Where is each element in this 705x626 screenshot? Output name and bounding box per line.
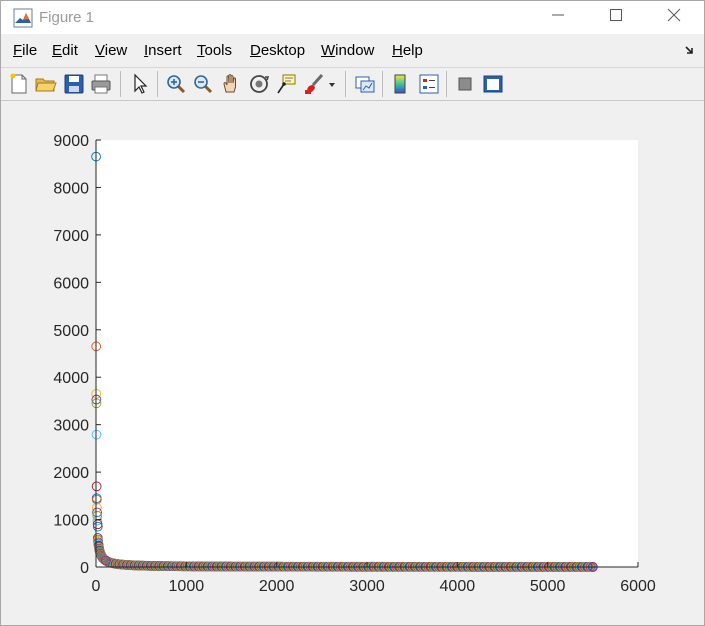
- menu-desktop[interactable]: Desktop: [250, 42, 305, 59]
- data-point: [92, 502, 102, 513]
- x-tick-label: 6000: [620, 578, 656, 595]
- y-tick-label: 6000: [53, 275, 89, 292]
- x-tick-label: 3000: [349, 578, 385, 595]
- minimize-button[interactable]: [529, 1, 587, 34]
- data-cursor-icon[interactable]: [274, 72, 298, 96]
- dock-figure-icon[interactable]: [684, 44, 696, 56]
- minimize-icon: [551, 8, 565, 27]
- menu-window-accel: W: [321, 42, 336, 59]
- close-icon: [667, 8, 681, 27]
- toolbar-separator: [382, 71, 383, 97]
- x-tick-label: 4000: [440, 578, 476, 595]
- y-tick-label: 5000: [53, 323, 89, 340]
- brush-icon[interactable]: [302, 72, 326, 96]
- maximize-button[interactable]: [587, 1, 645, 34]
- menu-help-label: elp: [402, 42, 423, 59]
- menu-help[interactable]: Help: [392, 42, 423, 59]
- menu-edit-accel: E: [52, 42, 63, 59]
- menu-insert-accel: I: [144, 42, 149, 59]
- x-tick-label: 1000: [169, 578, 205, 595]
- menu-help-accel: H: [392, 42, 403, 59]
- menu-file-label: ile: [22, 42, 38, 59]
- menu-insert[interactable]: Insert: [144, 42, 182, 59]
- rotate-3d-icon[interactable]: [247, 72, 271, 96]
- y-tick-label: 0: [80, 560, 89, 577]
- x-tick-label: 5000: [530, 578, 566, 595]
- zoom-out-icon[interactable]: [191, 72, 215, 96]
- data-point: [92, 507, 102, 518]
- menu-view-label: iew: [104, 42, 128, 59]
- menu-window-label: indow: [335, 42, 375, 59]
- x-tick-label: 0: [92, 578, 101, 595]
- axes-background: [96, 140, 638, 567]
- y-tick-label: 4000: [53, 370, 89, 387]
- y-tick-label: 3000: [53, 418, 89, 435]
- menu-edit-label: dit: [62, 42, 78, 59]
- colorbar-icon[interactable]: [389, 72, 413, 96]
- data-point: [91, 481, 102, 492]
- print-icon[interactable]: [89, 72, 113, 96]
- toolbar-separator: [345, 71, 346, 97]
- hide-plot-tools-icon[interactable]: [453, 72, 477, 96]
- window-title: Figure 1: [39, 9, 95, 26]
- menu-desktop-label: esktop: [260, 42, 306, 59]
- open-file-icon[interactable]: [34, 72, 58, 96]
- show-plot-tools-icon[interactable]: [481, 72, 505, 96]
- toolbar-separator: [157, 71, 158, 97]
- save-icon[interactable]: [62, 72, 86, 96]
- menu-file-accel: F: [13, 42, 23, 59]
- menu-file[interactable]: File: [13, 42, 37, 59]
- menu-desktop-accel: D: [250, 42, 261, 59]
- link-plot-icon[interactable]: [353, 72, 377, 96]
- menu-bar: File Edit View Insert Tools Desktop Wind…: [1, 39, 704, 63]
- close-button[interactable]: [645, 1, 703, 34]
- data-point: [92, 515, 103, 526]
- y-tick-label: 7000: [53, 228, 89, 245]
- menu-window[interactable]: Window: [321, 42, 374, 59]
- menu-edit[interactable]: Edit: [52, 42, 78, 59]
- toolbar-separator: [120, 71, 121, 97]
- x-tick-label: 2000: [259, 578, 295, 595]
- y-tick-label: 1000: [53, 513, 89, 530]
- edit-plot-icon[interactable]: [128, 72, 152, 96]
- scatter-plot[interactable]: 0 1000 2000 3000 4000 5000 6000 0 1000 2000 3000 40…: [5, 101, 701, 621]
- data-point: [91, 494, 102, 505]
- y-tick-label: 8000: [53, 180, 89, 197]
- data-point: [100, 555, 111, 566]
- menu-view[interactable]: View: [95, 42, 127, 59]
- figure-canvas[interactable]: 0 1000 2000 3000 4000 5000 6000 0 1000 2000 3000 40…: [5, 101, 701, 621]
- maximize-icon: [609, 8, 623, 27]
- menu-tools-accel: T: [197, 42, 205, 59]
- legend-icon[interactable]: [417, 72, 441, 96]
- menu-tools-label: ools: [204, 42, 233, 59]
- zoom-in-icon[interactable]: [164, 72, 188, 96]
- figure-toolbar: [1, 67, 704, 101]
- data-point: [91, 429, 102, 440]
- new-figure-icon[interactable]: [7, 72, 31, 96]
- brush-dropdown-icon[interactable]: [326, 72, 338, 96]
- y-tick-label: 9000: [53, 133, 89, 150]
- data-point: [92, 521, 103, 532]
- matlab-logo-icon: [13, 8, 33, 28]
- title-bar: Figure 1: [1, 1, 704, 34]
- pan-icon[interactable]: [219, 72, 243, 96]
- menu-insert-label: nsert: [148, 42, 182, 59]
- toolbar-separator: [446, 71, 447, 97]
- y-tick-label: 2000: [53, 465, 89, 482]
- menu-view-accel: V: [95, 42, 105, 59]
- menu-tools[interactable]: Tools: [197, 42, 232, 59]
